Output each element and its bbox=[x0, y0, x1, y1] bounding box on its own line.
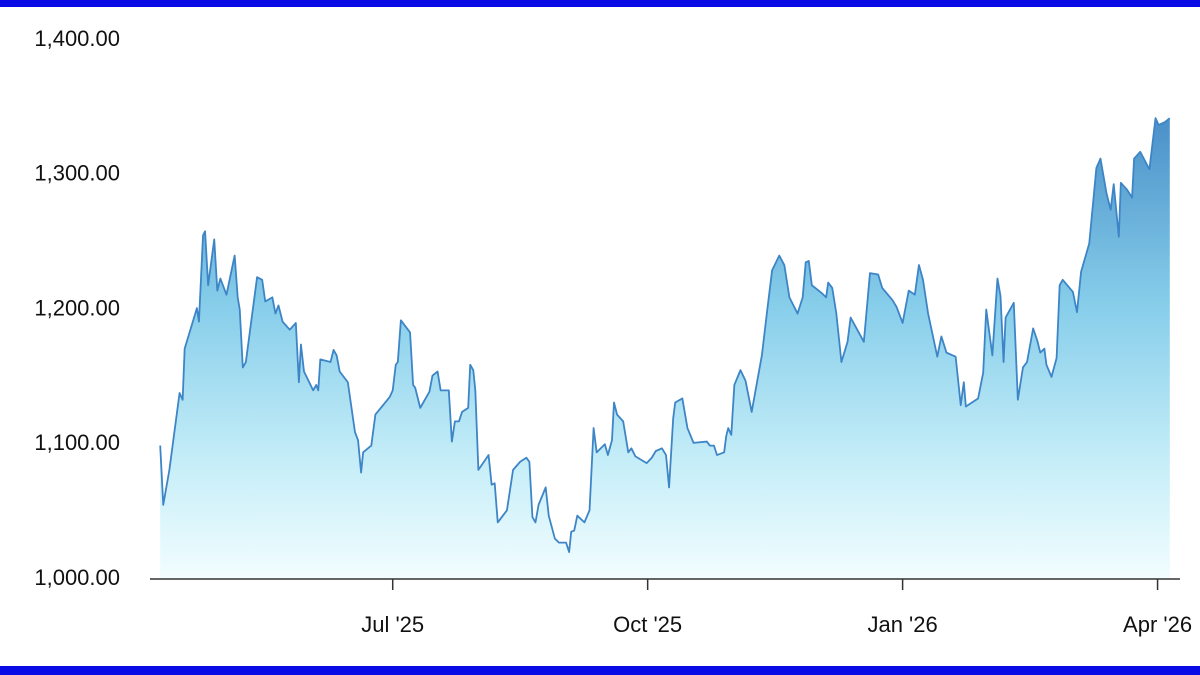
x-tick-label: Apr '26 bbox=[1123, 612, 1192, 637]
x-tick-label: Jul '25 bbox=[361, 612, 424, 637]
x-tick-label: Jan '26 bbox=[867, 612, 937, 637]
bottom-border bbox=[0, 666, 1200, 675]
plot-area: 1,000.00 1,100.00 1,200.00 1,300.00 1,400.00… bbox=[34, 26, 1192, 637]
y-tick-label: 1,000.00 bbox=[34, 565, 120, 590]
y-tick-label: 1,100.00 bbox=[34, 430, 120, 455]
y-tick-label: 1,400.00 bbox=[34, 26, 120, 51]
y-tick-label: 1,200.00 bbox=[34, 295, 120, 320]
area-line bbox=[159, 117, 1171, 553]
x-tick-label: Oct '25 bbox=[613, 612, 682, 637]
area-fill bbox=[160, 118, 1170, 579]
top-border bbox=[0, 0, 1200, 7]
y-tick-label: 1,300.00 bbox=[34, 161, 120, 186]
